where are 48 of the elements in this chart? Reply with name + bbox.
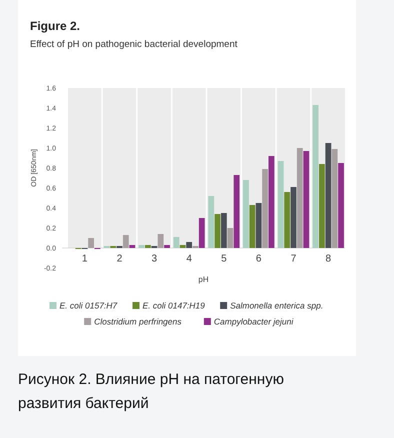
bar: [180, 245, 186, 248]
bar: [122, 235, 129, 248]
bar: [338, 163, 344, 248]
bar: [88, 238, 94, 248]
x-tick-label: 6: [256, 254, 262, 264]
x-tick-label: 1: [82, 254, 88, 264]
legend-label: Salmonella enterica spp.: [230, 300, 324, 311]
legend-label: Clostridium perfringens: [94, 316, 182, 327]
x-tick-label: 2: [116, 254, 123, 264]
bar: [158, 234, 164, 248]
bar: [220, 213, 227, 248]
x-axis-title: pH: [198, 275, 209, 284]
x-tick-label: 3: [152, 254, 158, 264]
bar: [138, 245, 144, 248]
bar: [227, 228, 234, 248]
bar: [296, 148, 303, 248]
bar: [145, 245, 151, 248]
x-tick-label: 8: [326, 254, 332, 264]
bar: [268, 156, 274, 248]
bar: [173, 237, 180, 248]
legend-label: E. coli 0157:H7: [60, 300, 118, 311]
x-tick-label: 7: [290, 254, 297, 264]
bar: [129, 245, 136, 248]
bar: [198, 218, 205, 248]
bar: [278, 161, 284, 248]
bar: [325, 143, 332, 248]
bar: [290, 187, 296, 248]
bar: [249, 205, 256, 248]
x-tick-label: 5: [221, 254, 228, 264]
x-tick-label: 4: [186, 254, 192, 264]
bar: [332, 149, 338, 248]
bar: [208, 196, 214, 248]
bar: [234, 175, 240, 248]
bar: [164, 245, 170, 248]
bar: [284, 192, 290, 248]
legend-label: Campylobacter jejuni: [214, 316, 294, 327]
bar: [256, 203, 262, 248]
chart-subtitle: Effect of pH on pathogenic bacterial development: [30, 39, 238, 50]
bar: [214, 214, 220, 248]
bar: [262, 169, 268, 248]
legend-label: E. coli 0147:H19: [142, 300, 206, 311]
bar: [319, 164, 325, 248]
chart-title: Figure 2.: [30, 19, 80, 33]
bar: [186, 242, 192, 248]
bar: [312, 105, 318, 248]
text: Рисунок 2. Влияние pH на патогенную развития бактерий: [18, 371, 284, 412]
bar: [243, 180, 249, 248]
bar: [303, 151, 310, 248]
